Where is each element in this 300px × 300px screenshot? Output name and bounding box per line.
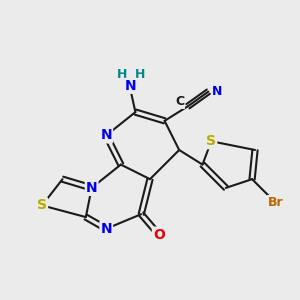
Text: N: N <box>86 181 98 195</box>
Text: N: N <box>125 79 137 93</box>
Text: H: H <box>135 68 145 81</box>
Text: N: N <box>100 222 112 236</box>
Text: H: H <box>117 68 128 81</box>
Text: S: S <box>206 134 216 148</box>
Text: C: C <box>175 95 184 108</box>
Text: S: S <box>37 198 47 212</box>
Text: Br: Br <box>268 196 283 209</box>
Text: N: N <box>100 128 112 142</box>
Text: N: N <box>212 85 222 98</box>
Text: O: O <box>153 228 165 242</box>
